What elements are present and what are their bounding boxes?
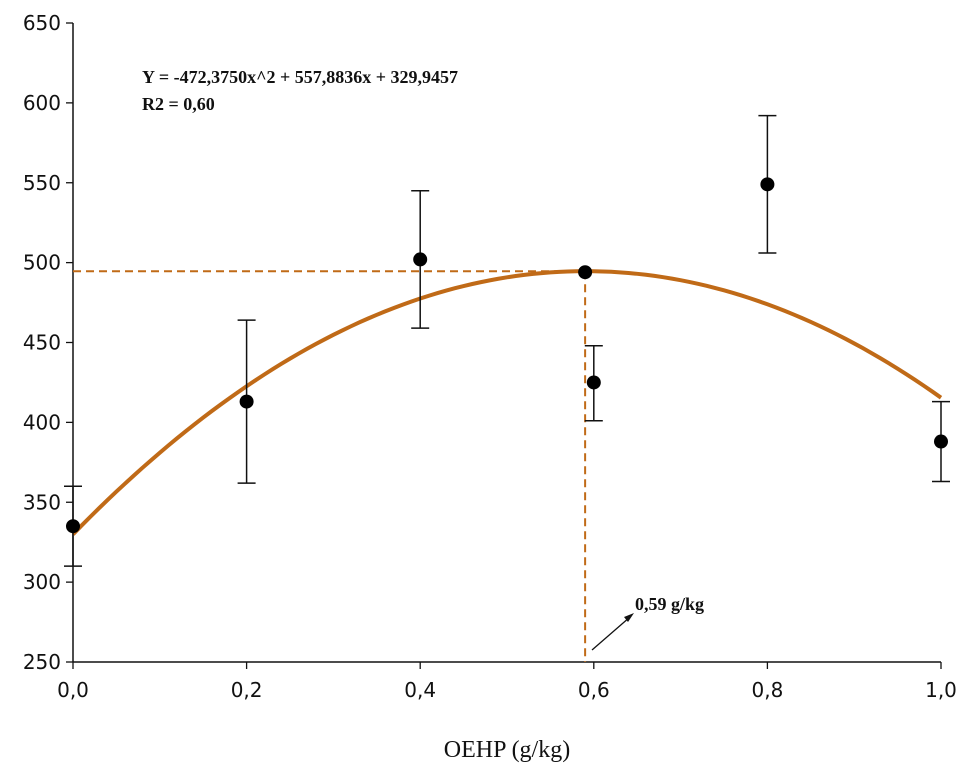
data-points [66,177,948,534]
equation-label: Y = -472,3750x^2 + 557,8836x + 329,9457 [142,67,458,87]
data-point [934,434,948,449]
y-tick-label: 500 [23,251,61,275]
optimum-annotation: 0,59 g/kg [591,594,704,651]
data-point [66,519,80,534]
data-point [413,252,428,267]
x-axis: 0,0 0,2 0,4 0,6 0,8 1,0 [57,661,957,702]
r2-label: R2 = 0,60 [142,94,215,114]
optimum-arrow-head [624,613,634,622]
x-tick-label: 0,6 [578,678,610,702]
y-tick-label: 550 [23,171,61,195]
y-tick-label: 450 [23,331,61,355]
y-axis: 250 300 350 400 450 500 550 600 650 [23,11,74,674]
data-point [760,177,775,192]
y-tick-label: 250 [23,650,61,674]
fit-curve-group [71,269,943,536]
x-tick-label: 0,0 [57,678,89,702]
y-tick-label: 600 [23,91,61,115]
y-tick-label: 400 [23,410,61,434]
y-tick-label: 650 [23,11,61,35]
x-tick-label: 0,4 [404,678,436,702]
error-bars [64,114,950,567]
x-axis-title: OEHP (g/kg) [444,737,570,763]
data-point [578,265,593,280]
reference-lines [73,270,587,662]
y-tick-label: 300 [23,570,61,594]
optimum-label: 0,59 g/kg [635,594,704,614]
y-tick-label: 350 [23,490,61,514]
x-tick-label: 1,0 [925,678,957,702]
optimum-arrow-line [591,616,631,651]
data-point [239,394,254,409]
x-tick-label: 0,8 [751,678,783,702]
fit-curve [71,269,943,536]
data-point [586,375,601,390]
x-tick-label: 0,2 [231,678,263,702]
